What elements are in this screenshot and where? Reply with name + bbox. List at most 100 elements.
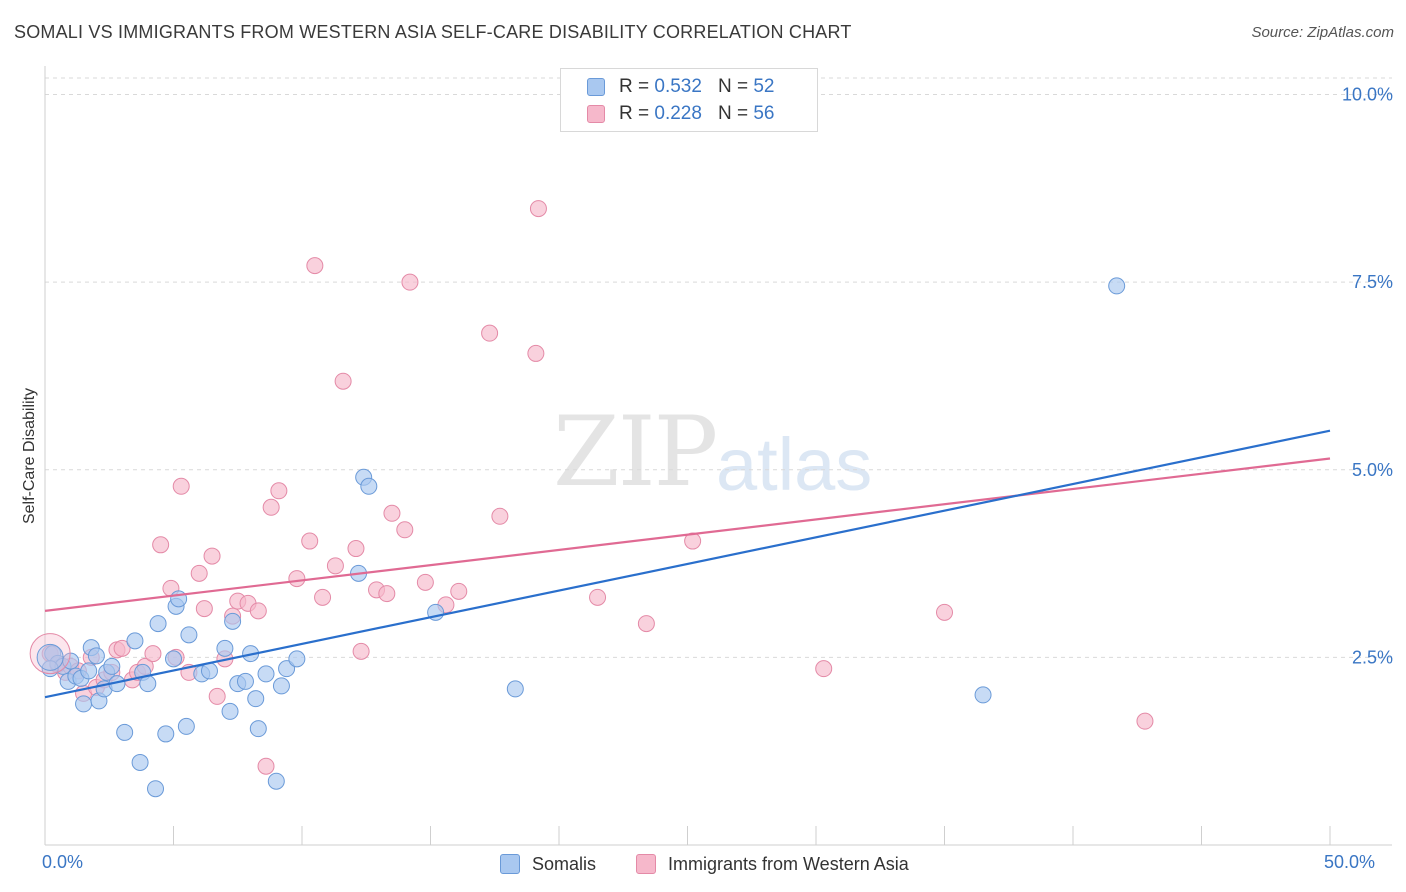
legend-swatch-western-asia: [636, 854, 656, 874]
western-asia-point: [529, 200, 547, 218]
western-asia-cluster-point: [29, 633, 71, 675]
somali-point: [87, 647, 105, 665]
somali-point: [224, 612, 242, 630]
legend-swatch-somalis: [500, 854, 520, 874]
western-asia-point: [113, 639, 131, 657]
western-asia-point: [190, 564, 208, 582]
y-tick-label: 7.5%: [1352, 272, 1393, 292]
somali-point: [267, 772, 285, 790]
legend-n-label: N =: [717, 103, 749, 124]
legend-row-western-asia: R = 0.228 N = 56: [587, 101, 774, 127]
somali-trend-line: [44, 429, 1331, 699]
legend-r-label: R =: [619, 103, 650, 124]
somali-point: [80, 662, 98, 680]
legend-r-label: R =: [619, 76, 650, 97]
legend-label-somalis: Somalis: [532, 853, 597, 874]
western-asia-point: [195, 600, 213, 618]
somali-point: [506, 680, 524, 698]
series-legend: Somalis Immigrants from Western Asia: [0, 850, 1406, 878]
western-asia-point: [306, 257, 324, 275]
western-asia-point: [172, 477, 190, 495]
western-asia-point: [589, 588, 607, 606]
western-asia-point: [396, 521, 414, 539]
western-asia-trend-line: [44, 457, 1331, 612]
western-asia-point: [491, 507, 509, 525]
somali-point: [149, 615, 167, 633]
western-asia-point: [249, 602, 267, 620]
western-asia-point: [270, 482, 288, 500]
source-label: Source: ZipAtlas.com: [1251, 24, 1394, 41]
somali-cluster-point: [36, 643, 64, 671]
western-asia-point: [257, 757, 275, 775]
western-asia-point: [450, 582, 468, 600]
western-asia-point: [144, 645, 162, 663]
somali-point: [131, 753, 149, 771]
legend-n-label: N =: [717, 76, 749, 97]
somali-point: [1108, 277, 1126, 295]
somali-point: [103, 657, 121, 675]
y-tick-label: 5.0%: [1352, 460, 1393, 480]
somali-point: [221, 702, 239, 720]
somali-point: [157, 725, 175, 743]
y-tick-label: 10.0%: [1342, 85, 1393, 105]
legend-r-value: 0.228: [654, 103, 702, 124]
legend-item-somalis: Somalis: [500, 850, 596, 878]
western-asia-point: [378, 585, 396, 603]
western-asia-point: [481, 324, 499, 342]
somali-point: [257, 665, 275, 683]
western-asia-point: [314, 588, 332, 606]
somali-point: [288, 650, 306, 668]
legend-row-somalis: R = 0.532 N = 52: [587, 74, 774, 100]
legend-item-western-asia: Immigrants from Western Asia: [636, 850, 909, 878]
western-asia-point: [347, 540, 365, 558]
western-asia-point: [401, 273, 419, 291]
somali-point: [236, 672, 254, 690]
western-asia-point: [383, 504, 401, 522]
legend-n-value: 52: [753, 76, 775, 97]
correlation-legend: R = 0.532 N = 52 R = 0.228 N = 56: [560, 68, 818, 132]
western-asia-point: [334, 372, 352, 390]
western-asia-point: [1136, 712, 1154, 730]
somali-point: [272, 677, 290, 695]
y-tick-label: 2.5%: [1352, 647, 1393, 667]
legend-r-value: 0.532: [654, 76, 702, 97]
legend-swatch-western-asia: [587, 105, 605, 123]
somali-point: [180, 626, 198, 644]
legend-n-value: 56: [753, 103, 775, 124]
western-asia-point: [352, 642, 370, 660]
watermark-zip: ZIP: [553, 396, 718, 508]
somali-point: [177, 717, 195, 735]
somali-point: [165, 650, 182, 668]
somali-point: [247, 690, 265, 708]
chart-title: SOMALI VS IMMIGRANTS FROM WESTERN ASIA S…: [14, 22, 852, 42]
somali-point: [126, 632, 144, 650]
western-asia-point: [326, 557, 344, 575]
somali-point: [360, 477, 378, 495]
western-asia-point: [815, 660, 833, 678]
somali-point: [974, 686, 992, 704]
western-asia-point: [637, 615, 655, 633]
somali-point: [116, 723, 134, 741]
x-tick-label-min: 0.0%: [42, 852, 84, 872]
western-asia-point: [301, 532, 319, 550]
somali-point: [249, 720, 267, 738]
somali-point: [278, 660, 296, 678]
somali-point: [75, 695, 93, 713]
legend-label-western-asia: Immigrants from Western Asia: [668, 853, 909, 874]
western-asia-point: [527, 344, 545, 362]
somali-point: [216, 639, 234, 657]
x-tick-label-max: 50.0%: [1324, 852, 1376, 872]
western-asia-point: [203, 547, 221, 565]
western-asia-point: [416, 573, 434, 591]
y-axis-label: Self-Care Disability: [21, 387, 38, 525]
western-asia-point: [262, 498, 280, 516]
legend-swatch-somalis: [587, 78, 605, 96]
western-asia-point: [288, 570, 306, 588]
watermark-atlas: atlas: [716, 423, 873, 506]
western-asia-point: [152, 536, 170, 554]
somali-point: [41, 660, 59, 678]
western-asia-point: [936, 603, 953, 621]
somali-point: [147, 780, 165, 798]
western-asia-point: [208, 687, 226, 705]
